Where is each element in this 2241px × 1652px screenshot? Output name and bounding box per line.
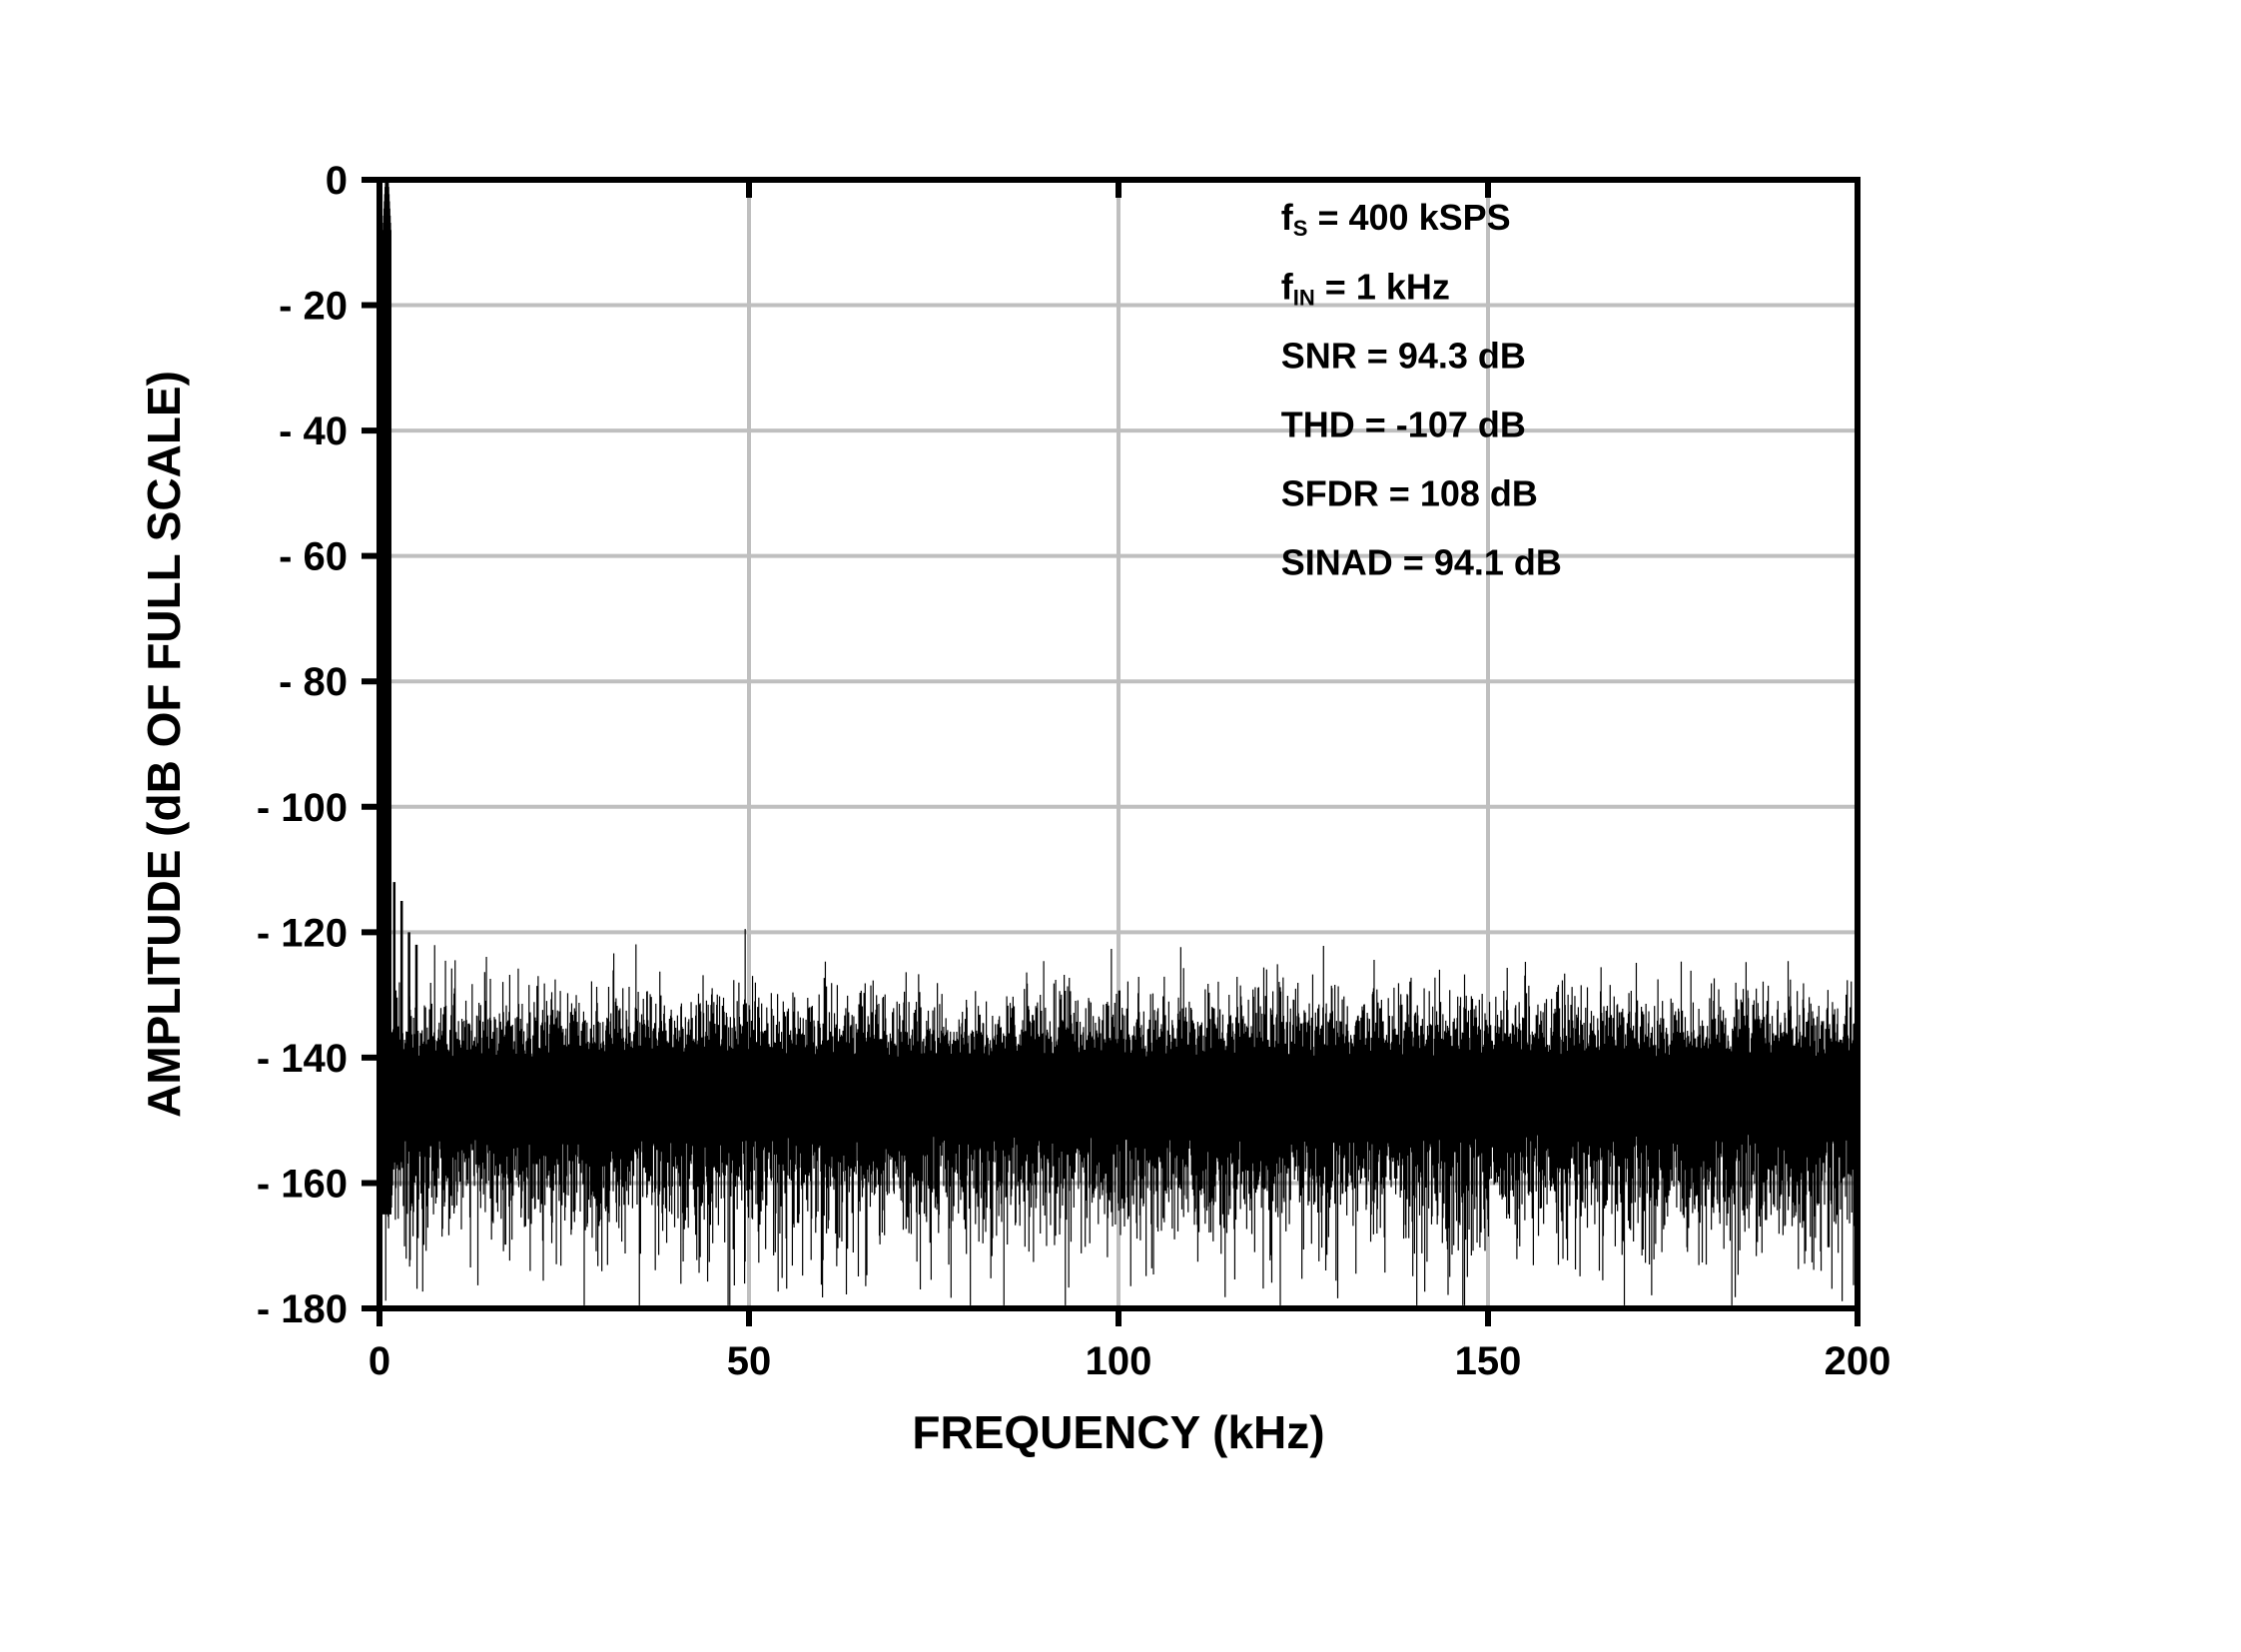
- chart-svg: 0 50 100 150 200 FREQUENCY (kHz) 0 - 20 - 40 - 60…: [0, 0, 2241, 1652]
- y-tick-label: - 60: [279, 535, 348, 579]
- annotation-line: SFDR = 108 dB: [1281, 472, 1538, 513]
- y-axis-label: AMPLITUDE (dB OF FULL SCALE): [138, 371, 190, 1118]
- x-tick-label: 0: [369, 1339, 390, 1383]
- x-tick-label: 100: [1086, 1339, 1152, 1383]
- annotation-line: THD = -107 dB: [1281, 404, 1526, 444]
- y-tick-label: - 140: [257, 1037, 348, 1081]
- x-tick-label: 150: [1455, 1339, 1522, 1383]
- x-axis-label: FREQUENCY (kHz): [912, 1406, 1324, 1458]
- annotation-line: fS = 400 kSPS: [1281, 197, 1511, 241]
- y-tick-label: - 40: [279, 410, 348, 453]
- y-tick-label: 0: [326, 159, 348, 203]
- x-tick-label: 200: [1825, 1339, 1891, 1383]
- y-tick-label: - 80: [279, 660, 348, 704]
- annotation-line: SINAD = 94.1 dB: [1281, 542, 1562, 583]
- fft-spectrum-chart: 0 50 100 150 200 FREQUENCY (kHz) 0 - 20 - 40 - 60…: [0, 0, 2241, 1652]
- y-tick-label: - 120: [257, 911, 348, 955]
- y-tick-label: - 100: [257, 786, 348, 830]
- y-tick-label: - 160: [257, 1162, 348, 1206]
- x-tick-label: 50: [727, 1339, 772, 1383]
- y-tick-label: - 20: [279, 285, 348, 329]
- annotation-line: SNR = 94.3 dB: [1281, 335, 1526, 376]
- y-tick-label: - 180: [257, 1287, 348, 1331]
